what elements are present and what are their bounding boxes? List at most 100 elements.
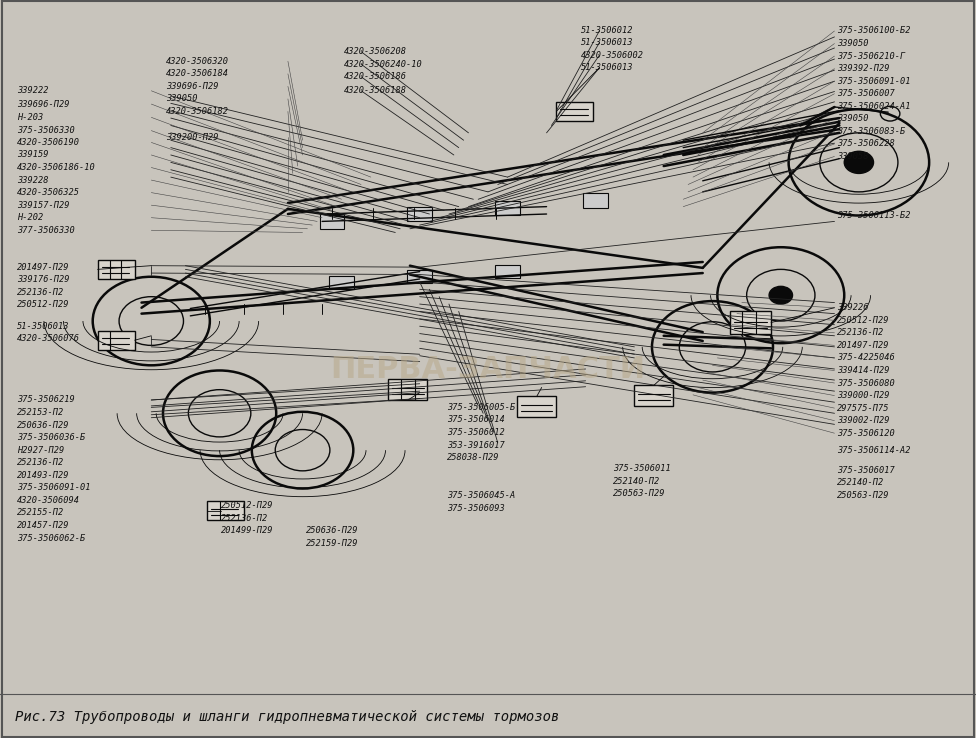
Text: 375-3506210-Г: 375-3506210-Г <box>837 52 906 61</box>
Text: 339226: 339226 <box>837 303 869 312</box>
Text: 375-3506083-Б: 375-3506083-Б <box>837 127 906 136</box>
Text: 339200-П29: 339200-П29 <box>166 133 219 142</box>
Bar <box>517 396 556 417</box>
Text: 375-3506093: 375-3506093 <box>447 504 505 513</box>
Text: 375-3506114-А2: 375-3506114-А2 <box>837 446 911 455</box>
Text: 201493-П29: 201493-П29 <box>17 471 69 480</box>
Text: 375-3506330: 375-3506330 <box>17 126 74 135</box>
Text: 375-3506062-Б: 375-3506062-Б <box>17 534 85 542</box>
Text: 375-3506219: 375-3506219 <box>17 396 74 404</box>
Text: 201457-П29: 201457-П29 <box>17 521 69 530</box>
Text: 375-3506005-Б: 375-3506005-Б <box>447 403 515 412</box>
Text: 4320-3506182: 4320-3506182 <box>166 107 229 116</box>
Text: 375-3506091-01: 375-3506091-01 <box>837 77 911 86</box>
Text: 339050: 339050 <box>166 94 197 103</box>
Text: 339696-П29: 339696-П29 <box>166 82 219 91</box>
Text: 375-3506011: 375-3506011 <box>613 464 671 473</box>
Text: 375-3506014: 375-3506014 <box>447 415 505 424</box>
Text: 375-3506113-Б2: 375-3506113-Б2 <box>837 211 911 220</box>
Bar <box>408 270 431 283</box>
Text: 250636-П29: 250636-П29 <box>305 526 358 535</box>
Text: 250512-П29: 250512-П29 <box>221 501 273 510</box>
Text: 339696-П29: 339696-П29 <box>17 100 69 108</box>
Bar <box>584 193 607 208</box>
Text: ПЕРВА-ЗАПЧАСТИ: ПЕРВА-ЗАПЧАСТИ <box>331 354 645 384</box>
Text: 375-3506007: 375-3506007 <box>837 89 895 98</box>
Text: 4320-3506186-10: 4320-3506186-10 <box>17 163 96 172</box>
Text: 375-3506036-Б: 375-3506036-Б <box>17 433 85 442</box>
Bar <box>730 311 771 334</box>
Text: 375-3506080: 375-3506080 <box>837 379 895 387</box>
Text: 375-3506091-01: 375-3506091-01 <box>17 483 90 492</box>
Text: 51-3506013: 51-3506013 <box>581 63 633 72</box>
Text: 339157-П29: 339157-П29 <box>17 201 69 210</box>
Text: 375-3506120: 375-3506120 <box>837 429 895 438</box>
Text: 4320-3506188: 4320-3506188 <box>344 86 407 95</box>
Text: 4320-3506325: 4320-3506325 <box>17 188 80 197</box>
Text: 4320-3506320: 4320-3506320 <box>166 57 229 66</box>
Text: 375-3506100-Б2: 375-3506100-Б2 <box>837 27 911 35</box>
Text: 4320-3506184: 4320-3506184 <box>166 69 229 78</box>
Bar <box>388 379 427 400</box>
Text: 375-3506012: 375-3506012 <box>447 428 505 437</box>
Text: 375-3506024-А1: 375-3506024-А1 <box>837 102 911 111</box>
Text: Н-202: Н-202 <box>17 213 43 222</box>
Circle shape <box>844 151 874 173</box>
Text: 201497-П29: 201497-П29 <box>17 263 69 272</box>
Text: 252136-П2: 252136-П2 <box>837 328 884 337</box>
Text: 339414-П29: 339414-П29 <box>837 366 890 375</box>
Text: 201499-П29: 201499-П29 <box>221 526 273 535</box>
Text: 252155-П2: 252155-П2 <box>17 508 63 517</box>
Bar <box>556 102 593 121</box>
Text: Н-203: Н-203 <box>17 113 43 122</box>
Circle shape <box>769 286 793 304</box>
Bar <box>496 265 520 278</box>
Text: 375-3506017: 375-3506017 <box>837 466 895 475</box>
Text: 252136-П2: 252136-П2 <box>221 514 267 523</box>
Text: 252159-П29: 252159-П29 <box>305 539 358 548</box>
Text: 252136-П2: 252136-П2 <box>17 288 63 297</box>
Text: 339176-П29: 339176-П29 <box>17 275 69 284</box>
Text: 252136-П2: 252136-П2 <box>17 458 63 467</box>
Text: 339222: 339222 <box>17 86 48 95</box>
Text: 375-3506228: 375-3506228 <box>837 139 895 148</box>
Text: 250563-П29: 250563-П29 <box>837 491 890 500</box>
Text: 339002-П29: 339002-П29 <box>837 416 890 425</box>
Text: 51-3506013: 51-3506013 <box>581 38 633 47</box>
Text: 339228: 339228 <box>17 176 48 184</box>
Text: 250563-П29: 250563-П29 <box>613 489 666 498</box>
Text: 250512-П29: 250512-П29 <box>837 316 890 325</box>
Bar <box>320 214 345 229</box>
Bar <box>408 207 431 221</box>
Text: 339050: 339050 <box>837 114 869 123</box>
Text: 51-3506012: 51-3506012 <box>581 27 633 35</box>
Text: Н2927-П29: Н2927-П29 <box>17 446 63 455</box>
Text: Рис.73 Трубопроводы и шланги гидропневматической системы тормозов: Рис.73 Трубопроводы и шланги гидропневма… <box>15 711 559 724</box>
Text: 201497-П29: 201497-П29 <box>837 341 890 350</box>
Text: 375-3506045-А: 375-3506045-А <box>447 492 515 500</box>
Text: 4320-3506190: 4320-3506190 <box>17 138 80 147</box>
Text: 4320-3506002: 4320-3506002 <box>581 51 644 60</box>
Text: 258038-П29: 258038-П29 <box>447 453 500 462</box>
Text: 4320-3506208: 4320-3506208 <box>344 47 407 56</box>
Text: 51-3506013: 51-3506013 <box>17 322 69 331</box>
Text: 339058: 339058 <box>837 152 869 161</box>
Bar <box>98 331 135 350</box>
Text: 377-3506330: 377-3506330 <box>17 226 74 235</box>
Text: 4320-3506076: 4320-3506076 <box>17 334 80 343</box>
Text: 252140-П2: 252140-П2 <box>837 478 884 487</box>
Bar <box>496 201 520 215</box>
Text: 339392-П29: 339392-П29 <box>837 64 890 73</box>
Text: 353-3916017: 353-3916017 <box>447 441 505 449</box>
Bar <box>329 276 354 289</box>
Text: 339050: 339050 <box>837 39 869 48</box>
Text: 339000-П29: 339000-П29 <box>837 391 890 400</box>
Bar <box>207 501 244 520</box>
Text: 4320-3506240-10: 4320-3506240-10 <box>344 60 423 69</box>
Text: 250636-П29: 250636-П29 <box>17 421 69 430</box>
Text: 252140-П2: 252140-П2 <box>613 477 660 486</box>
Text: 4320-3506094: 4320-3506094 <box>17 496 80 505</box>
Text: 252153-П2: 252153-П2 <box>17 408 63 417</box>
Bar <box>98 260 135 279</box>
Bar <box>634 385 673 406</box>
